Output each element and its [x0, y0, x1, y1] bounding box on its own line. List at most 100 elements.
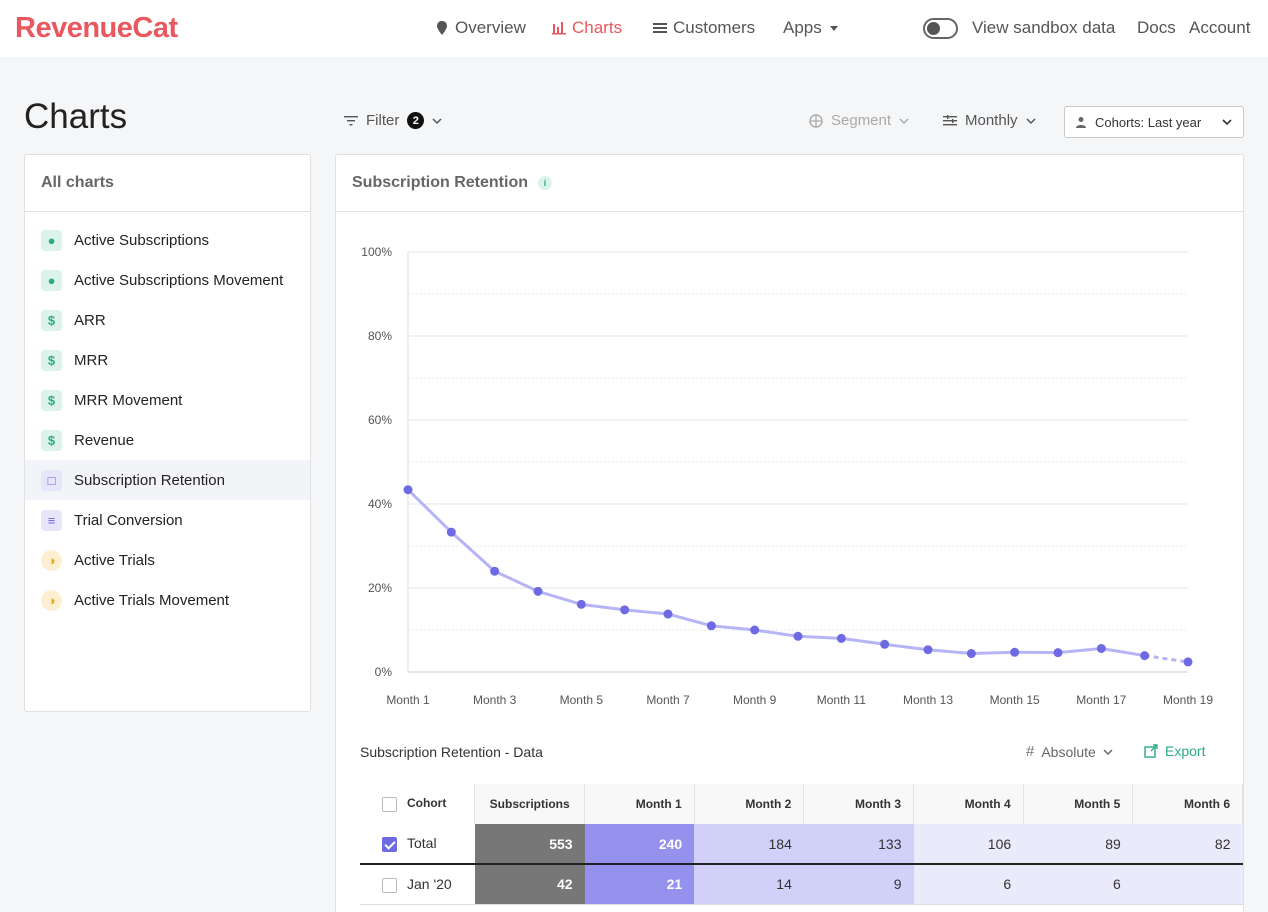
- data-point: [533, 586, 543, 596]
- header-month-6[interactable]: Month 6: [1132, 784, 1243, 824]
- x-tick-label: Month 13: [903, 693, 953, 707]
- x-tick-label: Month 9: [733, 693, 777, 707]
- month-cell: 106: [913, 824, 1024, 865]
- clock-icon: ◑: [41, 549, 62, 571]
- data-point: [403, 485, 413, 495]
- header-month-4[interactable]: Month 4: [913, 784, 1024, 824]
- sidebar-item-label: MRR Movement: [74, 391, 183, 409]
- sidebar-item-label: Active Subscriptions: [74, 231, 210, 249]
- sidebar-item-trial-conversion[interactable]: ≡ Trial Conversion: [25, 500, 310, 540]
- month-cell: 184: [694, 824, 804, 865]
- sidebar-item-arr[interactable]: $ ARR: [25, 300, 310, 340]
- person-icon: ●: [41, 229, 62, 251]
- header-month-3[interactable]: Month 3: [803, 784, 914, 824]
- filter-icon: ≡: [41, 509, 62, 531]
- sidebar-item-active-subscriptions[interactable]: ● Active Subscriptions: [25, 220, 310, 260]
- month-cell: 6: [913, 864, 1024, 905]
- data-point: [793, 631, 803, 641]
- top-nav: RevenueCat Overview Charts Customers App…: [0, 0, 1268, 57]
- filter-count-badge: 2: [407, 112, 425, 129]
- resolution-label: Monthly: [965, 112, 1018, 129]
- sidebar-item-label: Active Subscriptions Movement: [74, 271, 284, 289]
- data-point: [750, 625, 760, 635]
- export-button[interactable]: Export: [1144, 743, 1205, 759]
- subs-cell: 42: [474, 864, 585, 905]
- table-row[interactable]: Jan '20 42 21 14 9 6 6: [360, 864, 1243, 905]
- cohort-select[interactable]: Cohorts: Last year: [1064, 106, 1244, 138]
- y-tick-label: 80%: [368, 329, 392, 343]
- table-header-row: Cohort Subscriptions Month 1 Month 2 Mon…: [360, 784, 1243, 824]
- y-tick-label: 0%: [375, 665, 393, 679]
- header-subscriptions[interactable]: Subscriptions: [474, 784, 586, 824]
- nav-account-label: Account: [1189, 18, 1251, 37]
- sidebar-item-subscription-retention[interactable]: □ Subscription Retention: [25, 460, 310, 500]
- sidebar-item-label: Active Trials Movement: [74, 591, 230, 609]
- cohort-cell: Total: [360, 824, 475, 865]
- clock-icon: ◑: [41, 589, 62, 611]
- filter-icon: [344, 115, 358, 125]
- sandbox-label-text: View sandbox data: [972, 18, 1116, 37]
- calendar-icon: □: [41, 469, 62, 491]
- nav-overview[interactable]: Overview: [435, 18, 526, 38]
- select-all-checkbox[interactable]: [382, 796, 397, 812]
- row-checkbox[interactable]: [382, 836, 397, 852]
- sidebar-item-mrr[interactable]: $ MRR: [25, 340, 310, 380]
- chart-header: Subscription Retention i: [336, 155, 1243, 212]
- x-tick-label: Month 19: [1163, 693, 1213, 707]
- dollar-icon: $: [41, 429, 62, 451]
- sidebar-item-label: ARR: [74, 311, 106, 329]
- revenuecat-logo[interactable]: RevenueCat: [15, 12, 178, 44]
- sidebar-item-label: MRR: [74, 351, 109, 369]
- data-point: [663, 609, 673, 619]
- table-row[interactable]: Total 553 240 184 133 106 89 82: [360, 824, 1243, 865]
- subs-cell: 553: [474, 824, 585, 865]
- header-month-2[interactable]: Month 2: [694, 784, 805, 824]
- nav-charts[interactable]: Charts: [552, 18, 622, 38]
- toggle-knob: [927, 22, 940, 35]
- data-point: [923, 645, 933, 655]
- absolute-toggle[interactable]: # Absolute: [1026, 743, 1113, 760]
- data-point: [1183, 657, 1193, 667]
- month-cell: [1132, 864, 1243, 905]
- x-tick-label: Month 15: [990, 693, 1040, 707]
- dollar-icon: $: [41, 309, 62, 331]
- export-label: Export: [1165, 743, 1206, 759]
- data-point: [880, 639, 890, 649]
- data-point: [620, 605, 630, 615]
- absolute-label: Absolute: [1041, 743, 1096, 760]
- data-point: [706, 621, 716, 631]
- header-month-5[interactable]: Month 5: [1023, 784, 1134, 824]
- month-cell: 133: [803, 824, 914, 865]
- nav-customers-label: Customers: [673, 18, 756, 37]
- header-month-1[interactable]: Month 1: [584, 784, 695, 824]
- row-checkbox[interactable]: [382, 877, 397, 893]
- nav-apps[interactable]: Apps: [783, 18, 838, 38]
- data-point: [576, 599, 586, 609]
- nav-docs[interactable]: Docs: [1137, 18, 1176, 38]
- charts-sidebar: All charts ● Active Subscriptions ● Active …: [24, 154, 311, 712]
- nav-account[interactable]: Account: [1189, 18, 1250, 38]
- sidebar-item-revenue[interactable]: $ Revenue: [25, 420, 310, 460]
- caret-down-icon: [829, 25, 838, 31]
- sandbox-label[interactable]: View sandbox data: [972, 18, 1115, 38]
- x-tick-label: Month 5: [560, 693, 604, 707]
- sandbox-toggle[interactable]: [923, 18, 958, 39]
- segment-button[interactable]: Segment: [809, 112, 909, 129]
- sidebar-item-active-trials[interactable]: ◑ Active Trials: [25, 540, 310, 580]
- filter-button[interactable]: Filter 2: [344, 112, 442, 129]
- info-icon[interactable]: i: [538, 176, 552, 190]
- nav-customers[interactable]: Customers: [653, 18, 755, 38]
- data-point: [1140, 651, 1150, 661]
- header-cohort[interactable]: Cohort: [360, 784, 476, 824]
- sidebar-item-mrr-movement[interactable]: $ MRR Movement: [25, 380, 310, 420]
- person-icon: ●: [41, 269, 62, 291]
- retention-chart: 100% 80% 60% 40% 20% 0% Month 1 Month 3 Month 5 M…: [361, 245, 1213, 707]
- resolution-button[interactable]: Monthly: [943, 112, 1036, 129]
- x-tick-label: Month 7: [646, 693, 690, 707]
- sidebar-item-active-subscriptions-movement[interactable]: ● Active Subscriptions Movement: [25, 260, 310, 300]
- list-icon: [653, 23, 667, 33]
- sidebar-item-active-trials-movement[interactable]: ◑ Active Trials Movement: [25, 580, 310, 620]
- data-point: [1053, 648, 1063, 658]
- chevron-down-icon: [432, 117, 442, 124]
- nav-apps-label: Apps: [783, 18, 822, 37]
